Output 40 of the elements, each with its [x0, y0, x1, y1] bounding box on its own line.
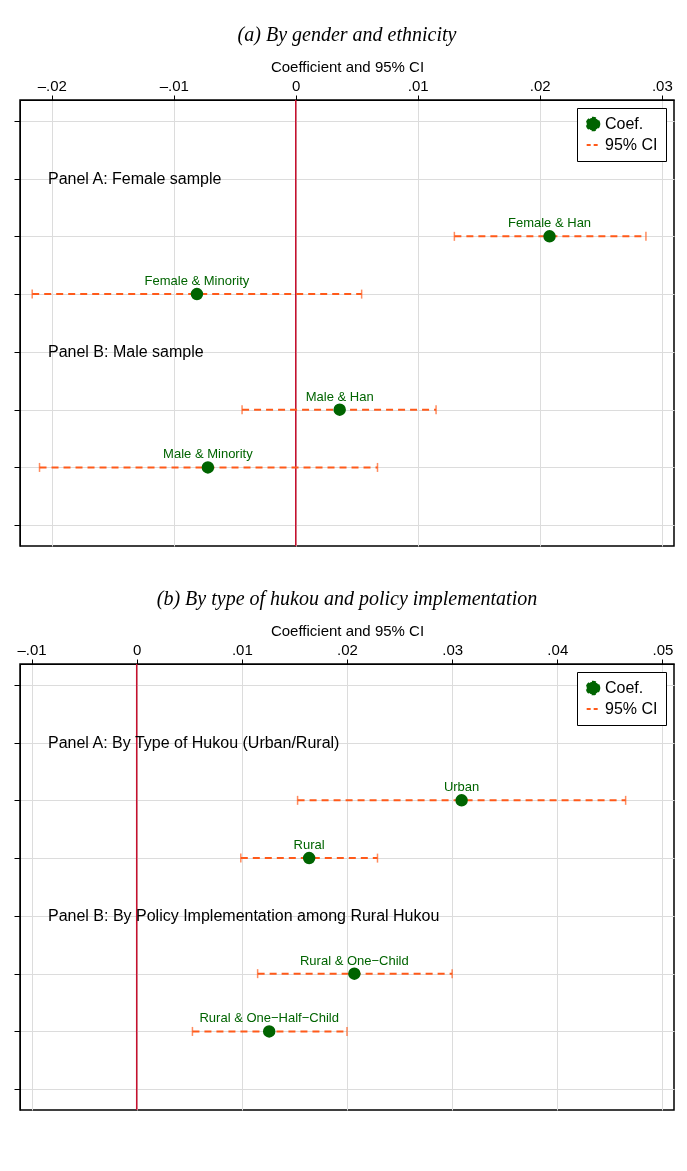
- x-tick-label: .02: [529, 76, 551, 94]
- x-tick-label: 0: [292, 76, 301, 94]
- x-axis-title: Coefficient and 95% CI: [270, 57, 425, 75]
- x-tick-label: .03: [442, 640, 464, 658]
- x-tick-label: .02: [337, 640, 358, 658]
- legend-label: 95% CI: [605, 136, 658, 153]
- chart-title: (a) By gender and ethnicity: [237, 23, 457, 46]
- point: [190, 287, 204, 301]
- data-label: Rural: [293, 837, 325, 853]
- point: [201, 461, 215, 474]
- x-axis-title: Coefficient and 95% CI: [270, 621, 425, 639]
- data-label: Female & Han: [508, 215, 592, 231]
- x-tick-label: 0: [133, 640, 142, 658]
- x-tick-label: –.02: [37, 76, 67, 94]
- data-label: Rural & One−Half−Child: [199, 1010, 339, 1026]
- x-tick-label: .03: [651, 76, 673, 94]
- x-tick-label: .04: [547, 640, 569, 658]
- x-tick-label: .01: [407, 76, 429, 94]
- legend-label: Coef.: [605, 115, 644, 132]
- point: [455, 794, 468, 807]
- legend-label: Coef.: [605, 679, 644, 696]
- point: [333, 403, 346, 416]
- annotation: Panel A: Female sample: [48, 169, 222, 187]
- point: [543, 230, 556, 243]
- x-tick-label: .01: [231, 640, 253, 658]
- point: [302, 851, 316, 865]
- data-label: Male & Han: [305, 388, 374, 404]
- x-tick-label: –.01: [17, 640, 47, 658]
- legend-label: 95% CI: [605, 700, 658, 717]
- annotation: Panel B: Male sample: [48, 342, 204, 360]
- annotation: Panel B: By Policy Implementation among Rural Hukou: [48, 906, 440, 924]
- data-label: Urban: [443, 779, 480, 795]
- data-label: Rural & One−Child: [299, 952, 409, 968]
- data-label: Female & Minority: [144, 273, 250, 289]
- point: [348, 967, 361, 980]
- data-label: Male & Minority: [163, 446, 254, 462]
- x-tick-label: –.01: [159, 76, 189, 94]
- chart-title: (b) By type of hukou and policy implementation: [156, 587, 538, 610]
- point: [262, 1025, 276, 1038]
- x-tick-label: .05: [652, 640, 674, 658]
